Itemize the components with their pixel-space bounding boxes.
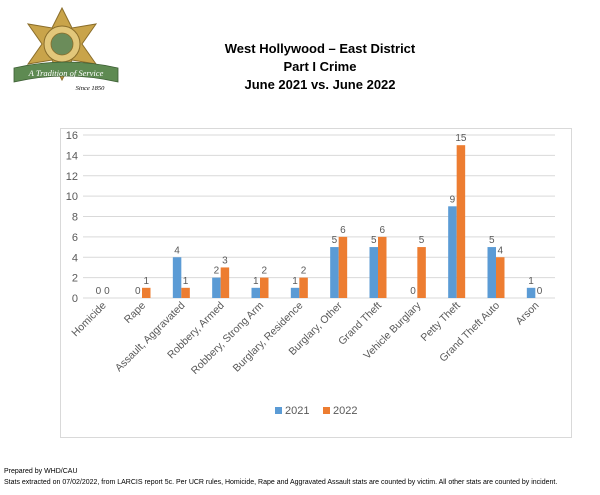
bar-2022: [142, 287, 151, 298]
chart-title-block: West Hollywood – East District Part I Cr…: [150, 40, 490, 94]
footer-notes: Stats extracted on 07/02/2022, from LARC…: [4, 479, 558, 486]
data-label-2021: 5: [332, 235, 338, 246]
data-label-2021: 5: [489, 235, 495, 246]
x-tick-label: Assault, Aggravated: [113, 300, 188, 375]
data-label-2022: 1: [143, 276, 149, 287]
bar-2022: [496, 257, 505, 298]
data-label-2022: 0: [537, 286, 543, 297]
title-line-1: West Hollywood – East District: [224, 41, 416, 56]
legend-label-2021: 2021: [285, 405, 309, 417]
bar-2022: [378, 236, 387, 298]
legend-swatch-2021: [275, 407, 282, 414]
data-label-2022: 15: [455, 133, 467, 144]
y-tick-label: 2: [72, 273, 78, 285]
bar-2021: [369, 247, 378, 298]
bar-2021: [448, 206, 457, 298]
y-tick-label: 10: [66, 191, 78, 203]
data-label-2022: 2: [301, 266, 307, 277]
y-tick-label: 8: [72, 212, 78, 224]
data-label-2022: 6: [340, 225, 346, 236]
data-label-2021: 1: [292, 276, 298, 287]
sheriff-badge-logo: A Tradition of Service Since 1850: [13, 6, 119, 92]
data-label-2021: 0: [410, 286, 416, 297]
data-label-2022: 4: [497, 245, 503, 256]
data-label-2021: 2: [214, 266, 220, 277]
bar-2021: [330, 247, 339, 298]
bar-2022: [181, 287, 190, 298]
y-tick-label: 12: [66, 171, 78, 183]
bar-2021: [172, 257, 182, 298]
bar-2021: [212, 277, 221, 298]
y-tick-label: 6: [72, 232, 78, 244]
bar-2021: [290, 287, 300, 298]
data-label-2021: 0: [135, 286, 141, 297]
data-label-2021: 1: [528, 276, 534, 287]
data-label-2022: 2: [261, 266, 267, 277]
bar-2022: [338, 236, 348, 298]
data-label-2021: 1: [253, 276, 259, 287]
bar-2022: [456, 145, 466, 298]
bar-2022: [299, 277, 308, 298]
y-tick-label: 16: [66, 130, 78, 142]
bar-2022: [417, 247, 426, 298]
x-tick-label: Robbery, Strong Arm: [189, 299, 266, 376]
title-line-2: Part I Crime: [283, 59, 357, 74]
x-tick-label: Arson: [514, 300, 542, 328]
data-label-2021: 0: [96, 286, 102, 297]
x-tick-label: Rape: [122, 300, 148, 326]
title-line-3: June 2021 vs. June 2022: [244, 77, 396, 92]
y-tick-label: 4: [72, 252, 78, 264]
y-tick-label: 14: [66, 150, 78, 162]
data-label-2022: 0: [104, 286, 110, 297]
footer-prepared-by: Prepared by WHD/CAU: [4, 468, 78, 475]
data-label-2022: 6: [379, 225, 385, 236]
data-label-2022: 5: [419, 235, 425, 246]
logo-since-text: Since 1850: [76, 85, 105, 92]
bar-2022: [260, 277, 269, 298]
x-tick-label: Homicide: [69, 300, 109, 340]
chart-area: 0 2 4 6 8 10 12 14 16 0 0 Homicide 0 1 Rape 4 1 Assault, …: [60, 128, 572, 438]
y-tick-label: 0: [72, 293, 78, 305]
bar-2021: [526, 287, 536, 298]
bar-2021: [251, 287, 260, 298]
data-label-2021: 4: [174, 245, 180, 256]
x-tick-label: Burglary, Residence: [231, 300, 306, 375]
data-label-2022: 3: [222, 255, 228, 266]
bar-2021: [487, 247, 496, 298]
bar-2022: [220, 267, 230, 298]
data-label-2021: 9: [450, 194, 456, 205]
data-label-2022: 1: [183, 276, 189, 287]
legend-swatch-2022: [323, 407, 330, 414]
logo-ribbon-text: A Tradition of Service: [28, 68, 104, 78]
data-label-2021: 5: [371, 235, 377, 246]
legend-label-2022: 2022: [333, 405, 357, 417]
